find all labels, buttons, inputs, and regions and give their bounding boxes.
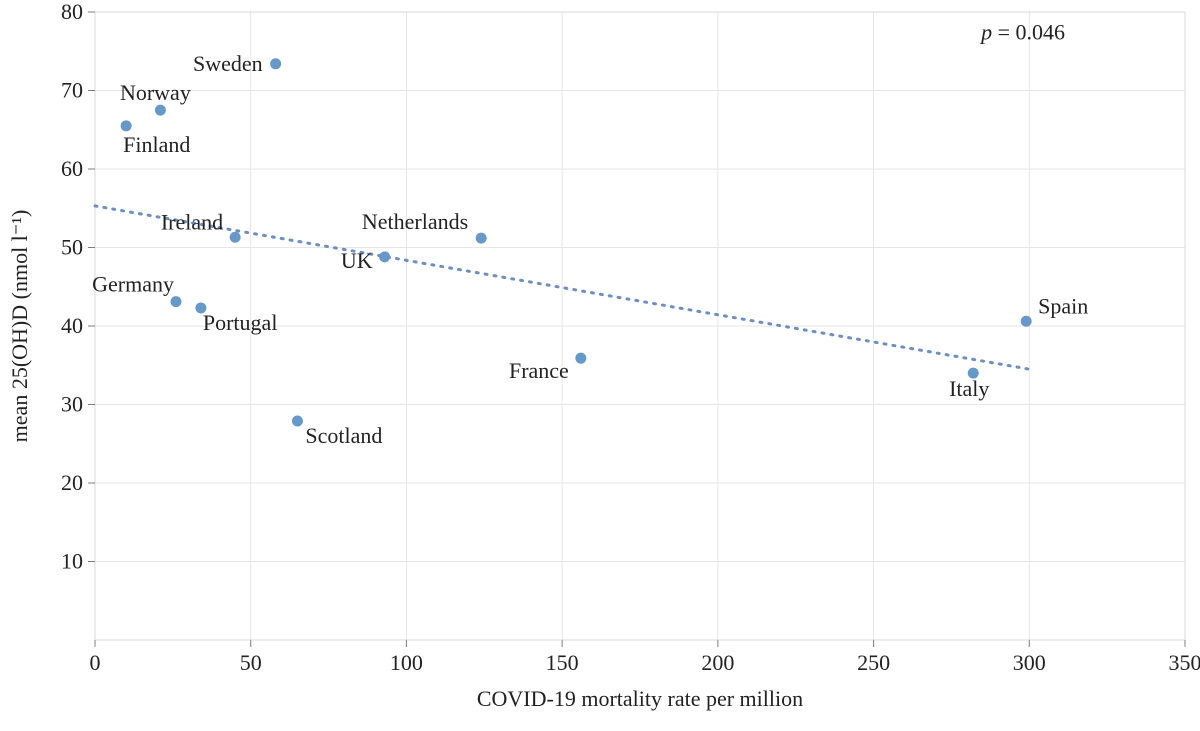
- data-label: Portugal: [203, 310, 278, 335]
- scatter-chart: 0 50 100 150 200 250 300 350 10 20 30 40 50 60 70 80 COV…: [0, 0, 1200, 731]
- data-label: Italy: [949, 376, 989, 401]
- p-value-annotation: p = 0.046: [979, 19, 1065, 44]
- data-label: Ireland: [161, 209, 223, 234]
- xtick-label: 0: [90, 650, 101, 675]
- ytick-label: 30: [61, 392, 83, 417]
- data-point: [575, 353, 586, 364]
- xtick-label: 50: [240, 650, 262, 675]
- ytick-label: 20: [61, 470, 83, 495]
- data-point: [476, 233, 487, 244]
- xtick-label: 350: [1169, 650, 1200, 675]
- data-label: Scotland: [305, 423, 382, 448]
- ytick-label: 80: [61, 0, 83, 24]
- data-label: UK: [341, 248, 373, 273]
- data-point: [155, 105, 166, 116]
- xtick-label: 200: [701, 650, 734, 675]
- data-label: Spain: [1038, 293, 1088, 318]
- ytick-label: 70: [61, 78, 83, 103]
- data-label: France: [509, 358, 569, 383]
- xtick-label: 250: [857, 650, 890, 675]
- chart-bg: [0, 0, 1200, 731]
- xtick-label: 100: [390, 650, 423, 675]
- data-point: [1021, 316, 1032, 327]
- ytick-label: 60: [61, 156, 83, 181]
- data-label: Germany: [92, 272, 174, 297]
- data-point: [379, 251, 390, 262]
- data-label: Sweden: [193, 51, 263, 76]
- x-axis-label: COVID-19 mortality rate per million: [477, 686, 803, 711]
- data-label: Netherlands: [362, 209, 468, 234]
- y-axis-label: mean 25(OH)D (nmol l⁻¹): [7, 210, 32, 443]
- data-point: [292, 415, 303, 426]
- data-label: Finland: [123, 132, 190, 157]
- data-point: [170, 296, 181, 307]
- data-point: [230, 232, 241, 243]
- ytick-label: 50: [61, 235, 83, 260]
- data-point: [121, 120, 132, 131]
- ytick-label: 10: [61, 549, 83, 574]
- chart-svg: 0 50 100 150 200 250 300 350 10 20 30 40 50 60 70 80 COV…: [0, 0, 1200, 731]
- xtick-label: 300: [1013, 650, 1046, 675]
- ytick-label: 40: [61, 313, 83, 338]
- data-label: Norway: [120, 80, 191, 105]
- xtick-label: 150: [546, 650, 579, 675]
- data-point: [270, 58, 281, 69]
